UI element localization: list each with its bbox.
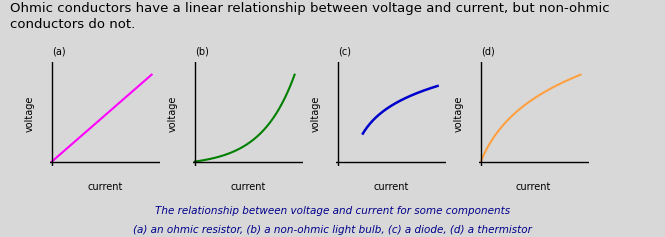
Text: current: current [516, 182, 551, 192]
Text: (b): (b) [195, 47, 209, 57]
Text: voltage: voltage [311, 96, 321, 132]
Text: (c): (c) [338, 47, 351, 57]
Text: The relationship between voltage and current for some components: The relationship between voltage and cur… [155, 206, 510, 216]
Text: Ohmic conductors have a linear relationship between voltage and current, but non: Ohmic conductors have a linear relations… [10, 2, 610, 31]
Text: (a): (a) [52, 47, 65, 57]
Text: current: current [230, 182, 265, 192]
Text: voltage: voltage [25, 96, 35, 132]
Text: voltage: voltage [168, 96, 178, 132]
Text: (a) an ohmic resistor, (b) a non-ohmic light bulb, (c) a diode, (d) a thermistor: (a) an ohmic resistor, (b) a non-ohmic l… [133, 225, 532, 235]
Text: current: current [87, 182, 122, 192]
Text: (d): (d) [481, 47, 495, 57]
Text: voltage: voltage [454, 96, 464, 132]
Text: current: current [373, 182, 408, 192]
